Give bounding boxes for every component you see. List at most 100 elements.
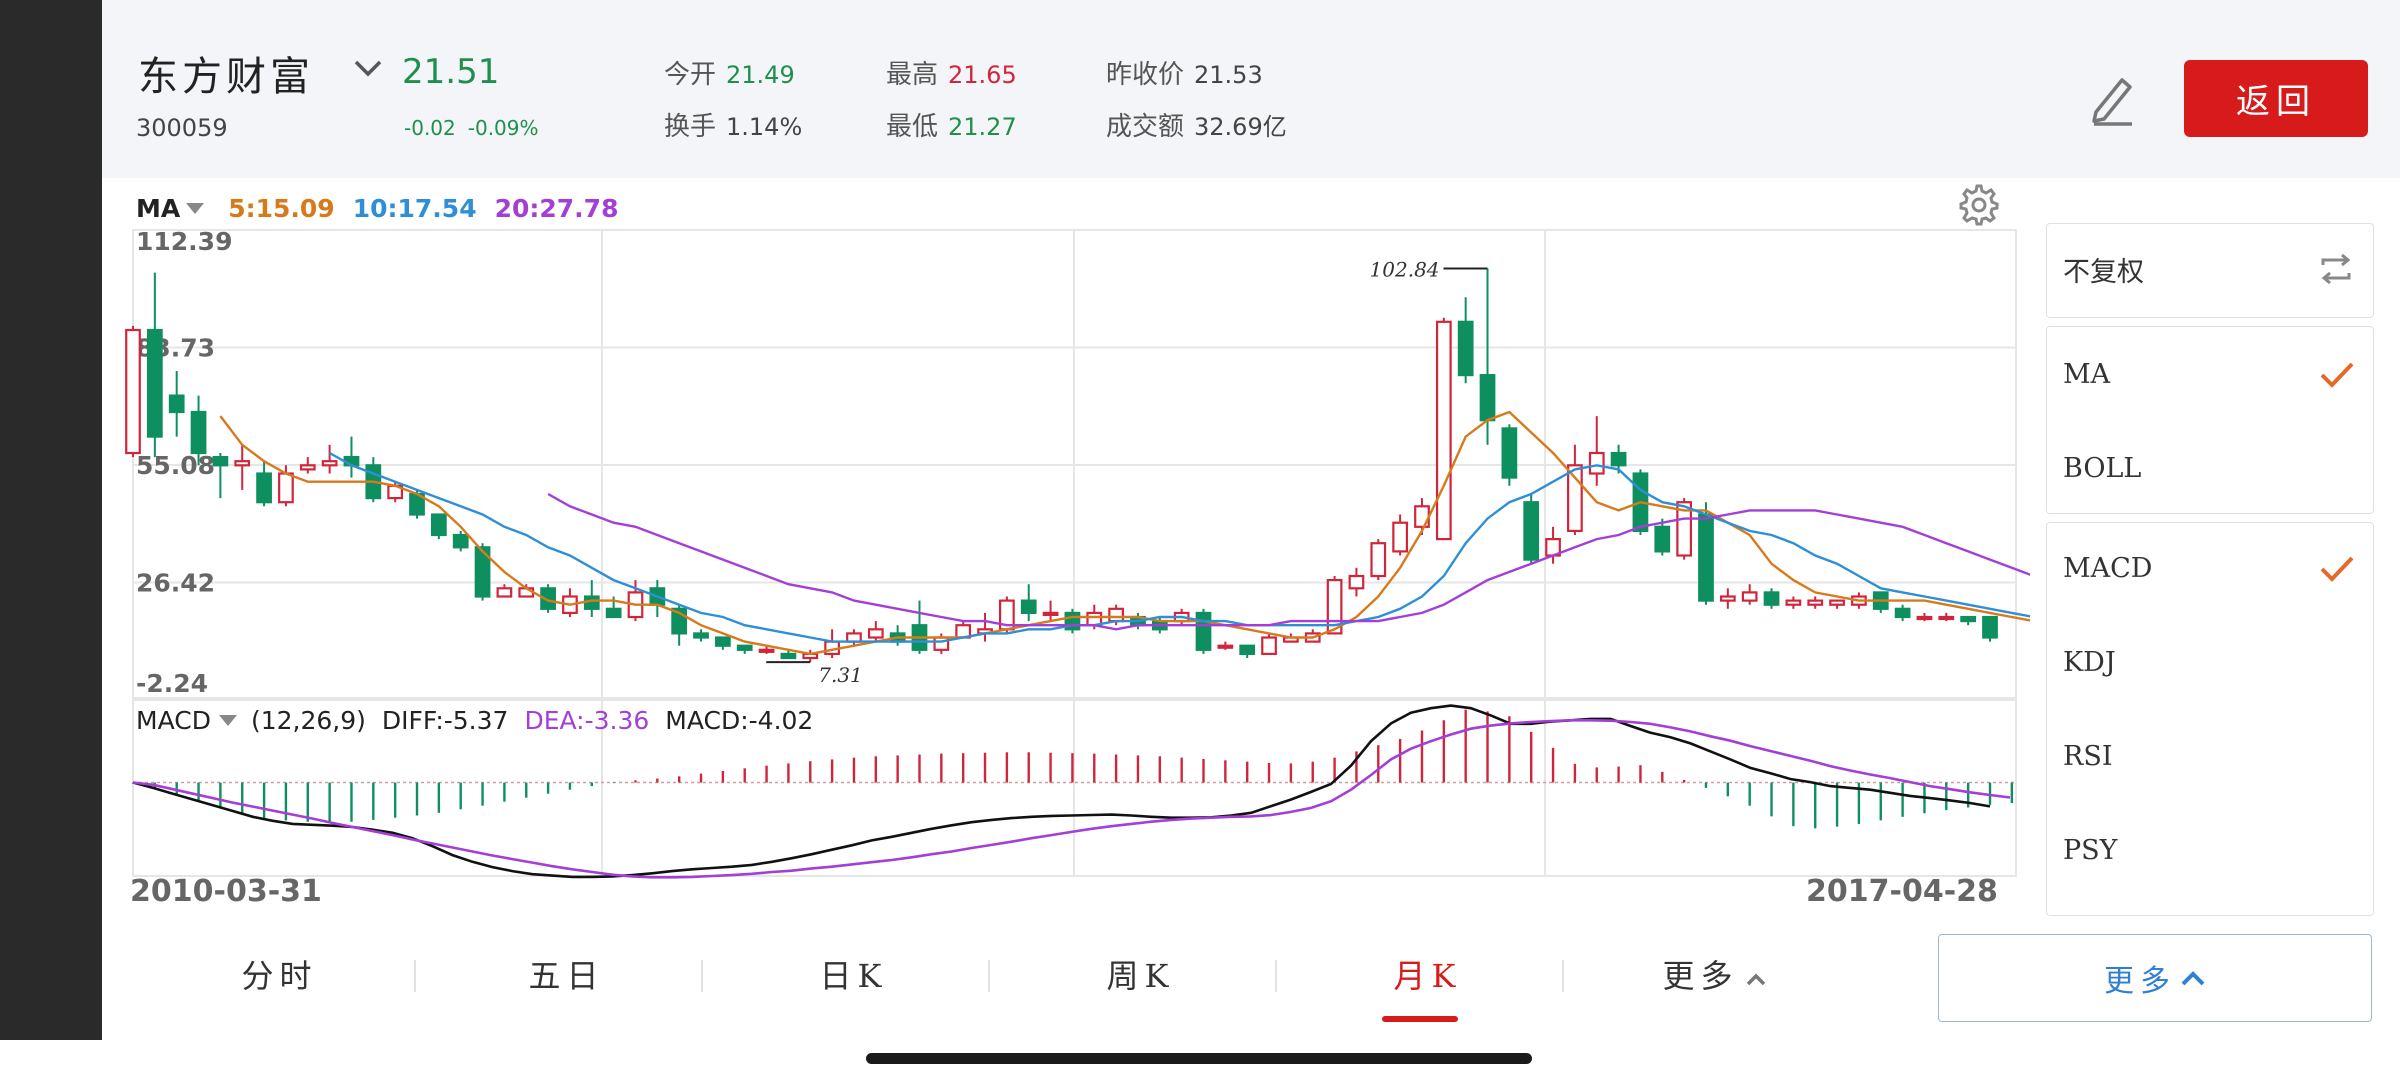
period-tabs: 分时 五日 日K 周K 月K 更多 [136,940,1765,1012]
stock-price: 21.51 [402,52,500,92]
candle-body [605,607,622,619]
candle-body [168,394,185,414]
macd-dropdown-icon[interactable] [218,715,237,726]
dea-line [132,719,2011,879]
tab-weekly-k[interactable]: 周K [1106,957,1175,995]
candle-body [212,456,229,467]
candle-body [1588,451,1605,475]
ma5-line [219,410,2030,656]
stat-turnover: 换手 1.14% [664,112,803,142]
candle-body [714,636,731,647]
candle-body [933,636,950,651]
stock-name: 东方财富 [138,54,314,100]
back-button[interactable]: 返回 [2184,60,2368,137]
candle-body [1261,636,1277,656]
candle-body [846,632,862,643]
tab-timeshare[interactable]: 分时 [241,957,318,995]
more-button[interactable]: 更多 [1938,934,2372,1022]
candle-body [758,648,775,653]
candle-body [736,644,753,651]
stat-prev-close: 昨收价 21.53 [1106,60,1263,90]
stat-low: 最低 21.27 [886,112,1017,142]
edit-pencil-icon[interactable] [2088,72,2138,126]
ma5-value: 5:15.09 [228,194,335,223]
indicator-kdj[interactable]: KDJ [2063,647,2116,678]
tab-divider [701,960,703,992]
tab-divider [414,960,416,992]
chart-grid [132,229,2017,877]
main-indicator-panel: MA BOLL [2046,326,2374,514]
candle-body [1042,611,1059,617]
candle-body [1435,320,1452,541]
indicator-macd[interactable]: MACD [2063,553,2153,584]
ma10-value: 10:17.54 [352,194,477,223]
tab-divider [1275,960,1277,992]
max-marker-label: 102.84 [1370,258,1440,282]
candle-body [1763,591,1780,606]
tab-monthly-k[interactable]: 月K [1393,957,1462,995]
ma-check-icon [2320,362,2354,388]
ma-selector[interactable]: MA [136,194,181,223]
tab-daily-k[interactable]: 日K [819,957,888,995]
macd-selector[interactable]: MACD [136,706,211,735]
candle-body [1108,607,1124,623]
indicator-psy[interactable]: PSY [2063,835,2118,866]
y-tick-label: -2.24 [136,669,208,698]
candle-body [1676,501,1693,557]
candle-body [1501,427,1518,479]
candle-body [146,328,163,438]
candle-body [780,652,797,660]
stock-header: 东方财富 300059 21.51 -0.02 -0.09% 今开 21.49 最高… [102,0,2400,178]
ma-dropdown-icon[interactable] [186,203,205,214]
gear-icon[interactable] [1958,184,2000,226]
tab-five-day[interactable]: 五日 [528,957,605,995]
chevron-down-icon[interactable] [352,54,384,82]
macd-params: (12,26,9) [250,706,366,735]
stock-change: -0.02 -0.09% [404,116,551,140]
candle-body [321,460,338,467]
indicator-rsi[interactable]: RSI [2063,741,2113,772]
candle-body [1719,595,1736,602]
extreme-markers: 102.84 7.31 [766,258,1488,687]
tab-more-label: 更多 [1662,957,1739,995]
candle-body [234,460,251,467]
stock-code: 300059 [136,114,228,142]
candle-body [496,587,513,598]
ma20-value: 20:27.78 [494,194,619,223]
candle-body [1195,611,1212,651]
candle-body [1960,615,1977,623]
chevron-up-icon [2181,971,2205,986]
sub-indicator-panel: MACD KDJ RSI PSY [2046,522,2374,916]
macd-macd-value: MACD:-4.02 [665,706,814,735]
candle-body [693,632,709,639]
candle-body [867,628,884,639]
indicator-ma[interactable]: MA [2063,359,2111,390]
candle-body [1698,513,1714,602]
left-dark-bar [0,0,102,1040]
tab-more[interactable]: 更多 [1571,940,1858,1012]
candle-body [1829,599,1845,606]
active-tab-underline [1382,1016,1458,1022]
tab-divider [1562,960,1564,992]
candle-body [256,472,272,504]
macd-check-icon [2320,556,2354,582]
candle-body [125,328,141,455]
diff-line [132,704,1991,879]
indicator-boll[interactable]: BOLL [2063,453,2142,484]
ma-legend: MA 5:15.09 10:17.54 20:27.78 [136,194,618,223]
stat-high: 最高 21.65 [886,60,1017,90]
candle-body [1523,501,1540,561]
tab-divider [988,960,990,992]
adjust-selector[interactable]: 不复权 [2046,223,2374,318]
candle-body [1479,374,1496,422]
candle-body [1610,451,1627,467]
candle-body [1916,615,1933,621]
candle-body [1567,464,1583,533]
chevron-up-icon [1746,973,1765,985]
candle-body [1239,644,1256,656]
candle-body [1217,644,1234,649]
macd-legend: MACD (12,26,9) DIFF:-5.37 DEA:-3.36 MACD:-4.… [136,706,829,735]
start-date: 2010-03-31 [130,874,322,909]
end-date: 2017-04-28 [1806,874,1998,909]
